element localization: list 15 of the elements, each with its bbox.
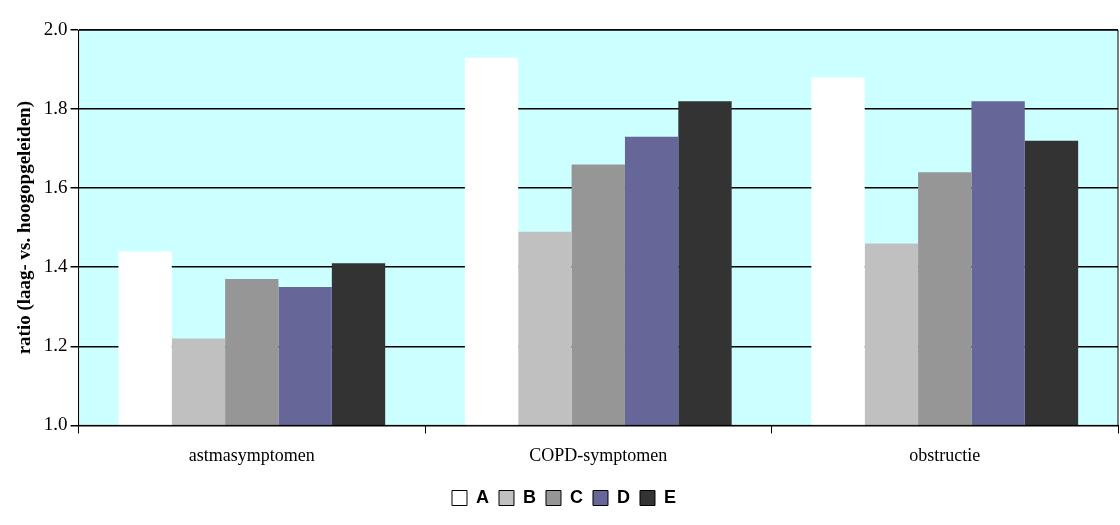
y-tick-label: 1.0 [43, 413, 68, 435]
legend-label: E [664, 486, 677, 507]
y-tick-label: 2.0 [43, 17, 68, 39]
y-tick-label: 1.4 [43, 255, 69, 277]
legend-label: C [570, 486, 583, 507]
x-tick-label: astmasymptomen [188, 444, 315, 465]
y-tick-label: 1.6 [43, 176, 68, 198]
y-tick-label: 1.8 [43, 97, 68, 119]
legend-label: D [617, 486, 630, 507]
legend-label: B [523, 486, 536, 507]
y-tick-label: 1.2 [43, 334, 68, 356]
legend-label: A [476, 486, 489, 507]
x-tick-label: COPD-symptomen [529, 444, 668, 465]
x-tick-label: obstructie [909, 444, 981, 465]
y-axis-title: ratio (laag- vs. hoogopgeleiden) [13, 101, 36, 355]
